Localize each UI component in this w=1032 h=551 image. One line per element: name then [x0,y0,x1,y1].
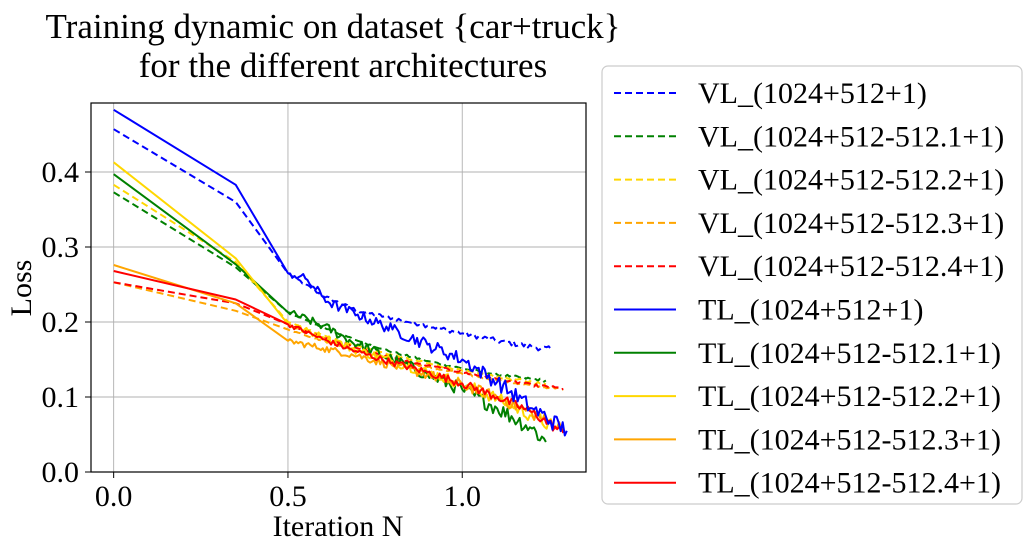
legend-label: VL_(1024+512+1) [698,77,927,110]
x-tick-label: 0.0 [95,480,133,513]
series-line-vl-1 [113,191,547,383]
chart-title-line-2: for the different architectures [139,46,547,85]
plot-frame [90,102,587,473]
y-tick-label: 0.0 [42,456,80,489]
x-tick-label: 1.0 [444,480,482,513]
y-tick-label: 0.3 [42,231,80,264]
x-tick-label: 0.5 [269,480,307,513]
series-line-vl-0 [113,128,554,352]
legend: VL_(1024+512+1) VL_(1024+512-512.1+1) VL_(… [601,65,1023,505]
series-line-tl-5 [113,108,568,437]
series-line-tl-7 [113,161,554,430]
legend-label: TL_(1024+512+1) [698,294,923,327]
series-line-vl-2 [113,183,547,386]
chart-title-line-1: Training dynamic on dataset {car+truck} [46,7,621,46]
legend-label: TL_(1024+512-512.2+1) [698,380,1001,413]
series-line-tl-9 [113,270,565,434]
y-tick-label: 0.4 [42,156,80,189]
legend-label: VL_(1024+512-512.1+1) [698,120,1004,153]
series-line-tl-8 [113,264,564,431]
y-axis-label: Loss [5,260,38,317]
legend-label: TL_(1024+512-512.4+1) [698,467,1001,500]
plot-series [113,108,568,443]
legend-label: VL_(1024+512-512.4+1) [698,250,1004,283]
legend-label: VL_(1024+512-512.2+1) [698,164,1004,197]
y-tick-label: 0.2 [42,306,80,339]
legend-box [601,65,1023,505]
legend-label: TL_(1024+512-512.3+1) [698,423,1001,456]
x-axis-label: Iteration N [273,510,404,543]
y-tick-label: 0.1 [42,381,80,414]
legend-label: VL_(1024+512-512.3+1) [698,207,1004,240]
legend-label: TL_(1024+512-512.1+1) [698,337,1001,370]
axis-ticks: 0.0 0.5 1.0 0.0 0.1 0.2 0.3 0.4 [42,156,482,513]
